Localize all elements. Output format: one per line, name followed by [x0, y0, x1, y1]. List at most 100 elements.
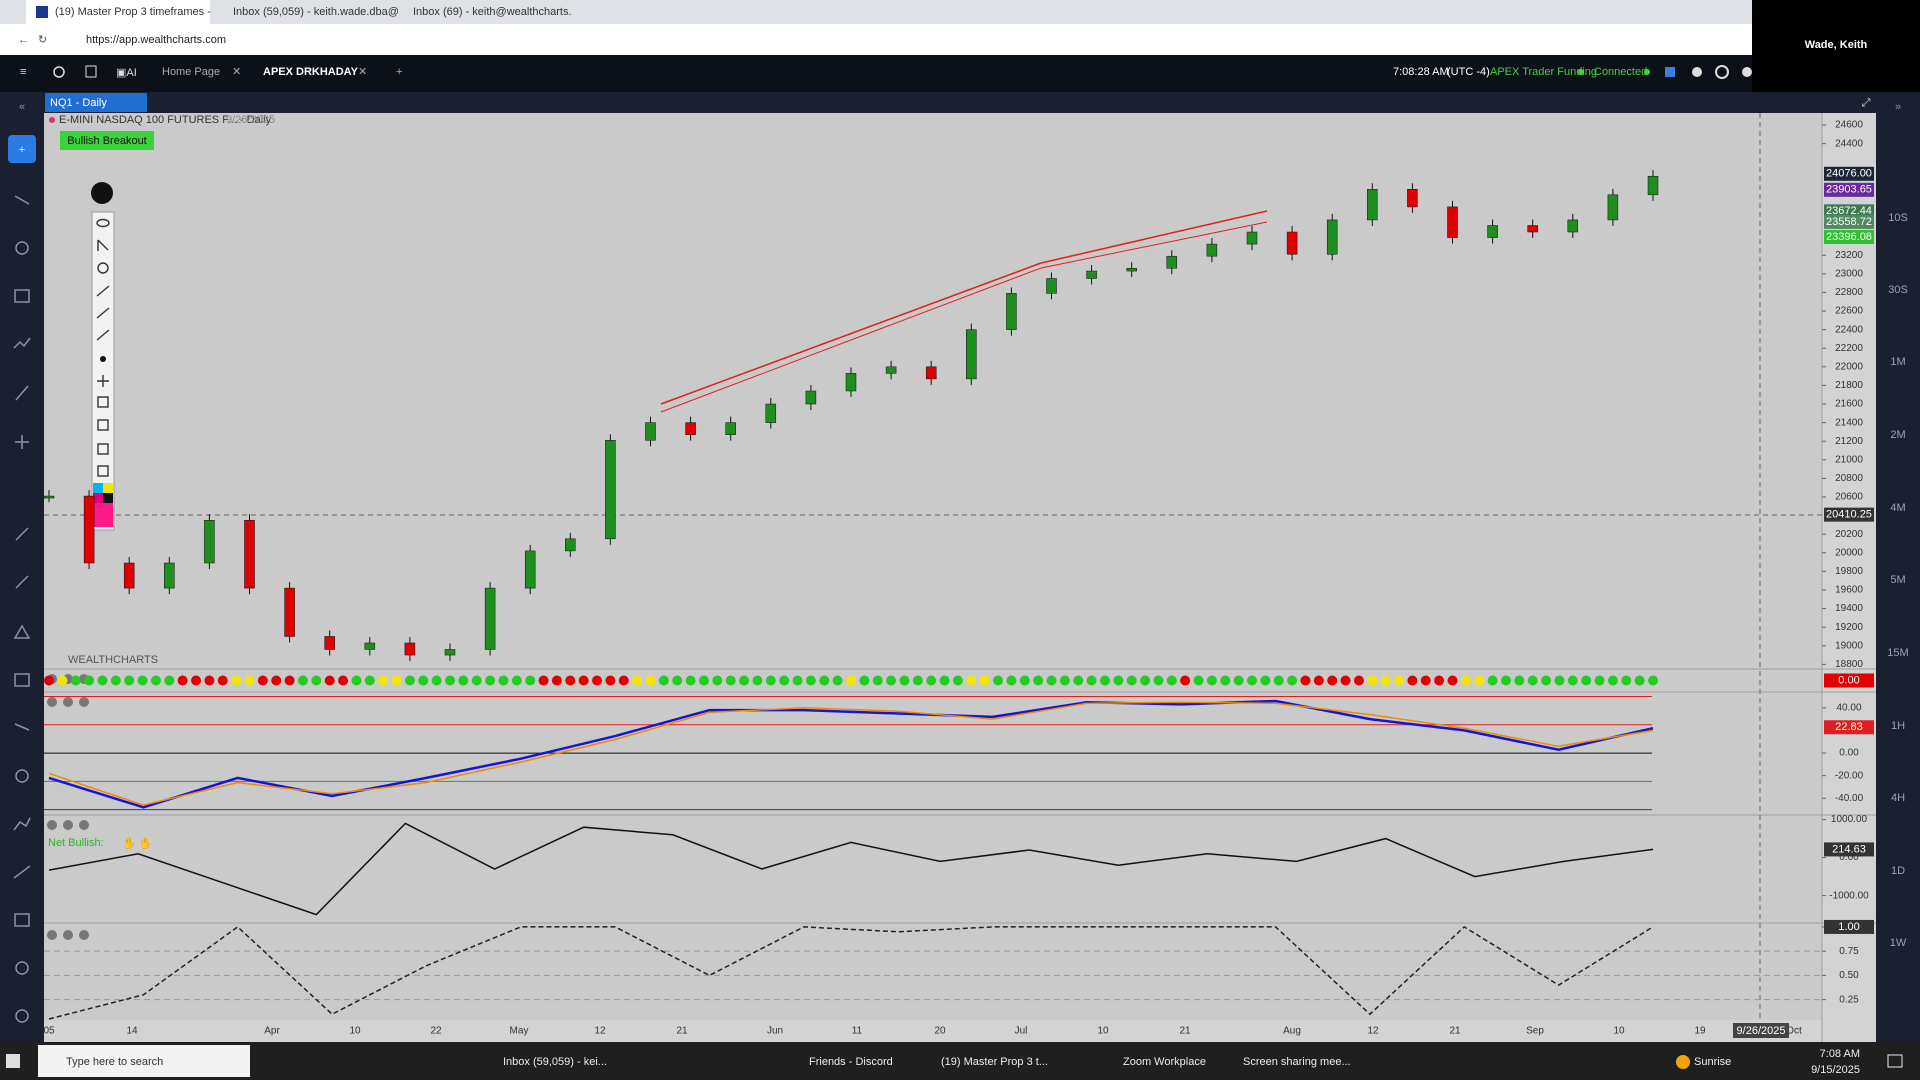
drawing-tool[interactable]: [97, 262, 109, 274]
y-tick-label: 0.00: [1839, 748, 1859, 759]
x-tick-label: Sep: [1526, 1026, 1544, 1037]
drawing-tool-pin[interactable]: [91, 182, 113, 204]
tool-icon[interactable]: [15, 527, 29, 541]
cursor-date: 9/26/2025: [1737, 1025, 1786, 1037]
reload-button[interactable]: ↻: [38, 34, 47, 46]
signal-dot: [471, 675, 482, 686]
tool-icon[interactable]: [15, 961, 29, 975]
signal-dot: [805, 675, 816, 686]
drawing-tool[interactable]: [97, 419, 109, 431]
layout-button[interactable]: [85, 65, 97, 78]
timeframe-button[interactable]: 1H: [1891, 720, 1905, 732]
search-button[interactable]: [53, 66, 65, 78]
menu-button[interactable]: ≡: [20, 66, 26, 78]
close-tab[interactable]: ✕: [232, 66, 241, 78]
timeframe-button[interactable]: 1M: [1890, 356, 1905, 368]
search-box[interactable]: [38, 1045, 250, 1077]
collapse-right[interactable]: »: [1895, 101, 1901, 113]
header-tab[interactable]: APEX DRKHADAY: [263, 66, 359, 78]
tool-icon[interactable]: [15, 769, 29, 783]
taskbar-date[interactable]: 9/15/2025: [1811, 1064, 1860, 1076]
timeframe-button[interactable]: 4H: [1891, 792, 1905, 804]
search-placeholder[interactable]: Type here to search: [66, 1056, 163, 1068]
weather[interactable]: Sunrise: [1694, 1056, 1731, 1068]
color-swatch[interactable]: [103, 493, 113, 503]
drawing-tool[interactable]: [96, 329, 110, 341]
tab-title[interactable]: Inbox (69) - keith@wealthcharts.: [413, 6, 572, 18]
y-tick-label: 19200: [1835, 622, 1863, 633]
notifications[interactable]: [1887, 1054, 1903, 1068]
url[interactable]: https://app.wealthcharts.com: [86, 34, 226, 46]
timeframe-button[interactable]: 4M: [1890, 502, 1905, 514]
drawing-tool[interactable]: [97, 465, 109, 477]
y-tick-label: 20600: [1835, 492, 1863, 503]
tool-icon[interactable]: [14, 723, 30, 731]
signal-dot: [1394, 675, 1405, 686]
close-tab[interactable]: ✕: [358, 66, 367, 78]
drawing-tool[interactable]: [96, 285, 110, 297]
timeframe-button[interactable]: 2M: [1890, 429, 1905, 441]
signal-dot: [164, 675, 175, 686]
taskbar-time[interactable]: 7:08 AM: [1820, 1048, 1860, 1060]
tool-icon[interactable]: [14, 673, 30, 687]
tool-icon[interactable]: [13, 337, 31, 349]
y-tick-label: 40.00: [1836, 702, 1861, 713]
taskbar-app[interactable]: Zoom Workplace: [1123, 1056, 1206, 1068]
help-button[interactable]: [1742, 67, 1752, 77]
tool-icon[interactable]: [15, 385, 29, 401]
symbol-label[interactable]: NQ1 - Daily: [50, 97, 107, 109]
save-button[interactable]: [1665, 67, 1675, 77]
drawing-tool[interactable]: [97, 239, 109, 251]
account[interactable]: APEX Trader Funding: [1490, 66, 1597, 78]
active-tab[interactable]: [26, 0, 210, 24]
color-swatch[interactable]: [93, 483, 103, 493]
timeframe-button[interactable]: 1D: [1891, 865, 1905, 877]
tool-icon[interactable]: [14, 289, 30, 303]
expand-button[interactable]: ⤢: [1862, 97, 1871, 109]
collapse-left[interactable]: «: [19, 101, 25, 113]
settings-button[interactable]: [1715, 65, 1729, 79]
taskbar-app[interactable]: Inbox (59,059) - kei...: [503, 1056, 607, 1068]
timeframe-button[interactable]: 10S: [1888, 212, 1908, 224]
timeframe-button[interactable]: 30S: [1888, 284, 1908, 296]
drawing-tool[interactable]: [96, 307, 110, 319]
back-button[interactable]: ←: [18, 34, 29, 46]
color-swatch[interactable]: [93, 503, 113, 527]
symbol-tab[interactable]: [45, 93, 147, 112]
tool-icon[interactable]: [13, 817, 31, 831]
ai-button[interactable]: ▣AI: [116, 67, 137, 79]
tool-icon[interactable]: [15, 241, 29, 255]
tool-icon[interactable]: [14, 913, 30, 927]
add-button[interactable]: [8, 135, 36, 163]
tool-icon[interactable]: [15, 575, 29, 589]
taskbar-app[interactable]: Screen sharing mee...: [1243, 1056, 1351, 1068]
start-button[interactable]: [6, 1054, 20, 1068]
signal-dot: [859, 675, 870, 686]
taskbar-app[interactable]: (19) Master Prop 3 t...: [941, 1056, 1048, 1068]
drawing-tool[interactable]: [97, 443, 109, 455]
tool-icon[interactable]: [13, 624, 31, 639]
signal-dot: [1033, 675, 1044, 686]
tool-icon[interactable]: [15, 435, 29, 449]
drawing-tool[interactable]: [100, 356, 106, 362]
tool-icon[interactable]: [13, 865, 31, 879]
alerts-button[interactable]: [1692, 67, 1702, 77]
tab-title[interactable]: (19) Master Prop 3 timeframes -: [55, 6, 211, 18]
trend-line[interactable]: [660, 221, 1268, 413]
drawing-tool[interactable]: [96, 218, 110, 228]
timeframe-button[interactable]: 1W: [1890, 937, 1907, 949]
add-tab[interactable]: +: [396, 66, 402, 78]
signal-dot: [1554, 675, 1565, 686]
color-swatch[interactable]: [103, 483, 113, 493]
taskbar-app[interactable]: Friends - Discord: [809, 1056, 893, 1068]
tab-title[interactable]: Inbox (59,059) - keith.wade.dba@: [233, 6, 399, 18]
timeframe-button[interactable]: 15M: [1887, 647, 1908, 659]
color-swatch[interactable]: [93, 493, 103, 503]
tool-icon[interactable]: [15, 1009, 29, 1023]
tool-icon[interactable]: [14, 195, 30, 205]
trend-line[interactable]: [660, 210, 1268, 405]
drawing-tool[interactable]: [97, 375, 109, 387]
header-tab[interactable]: Home Page: [162, 66, 220, 78]
drawing-tool[interactable]: [97, 396, 109, 408]
timeframe-button[interactable]: 5M: [1890, 574, 1905, 586]
